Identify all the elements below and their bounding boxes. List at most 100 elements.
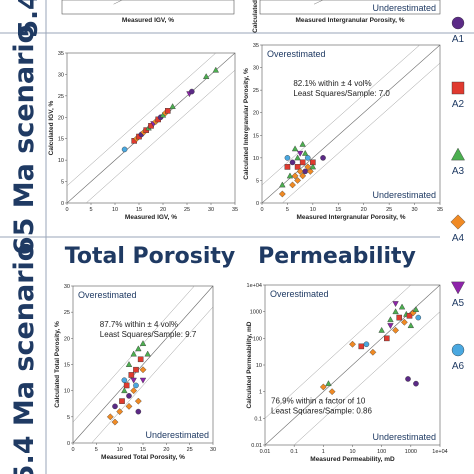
x-tick-label: 25 — [184, 207, 190, 213]
x-tick-label: 0.1 — [290, 449, 298, 455]
data-point — [133, 366, 139, 373]
header-permeability: Permeability — [258, 244, 416, 269]
x-tick-label: 35 — [437, 207, 443, 213]
y-tick-label: 1000 — [250, 310, 262, 316]
y-tick-label: 15 — [253, 133, 259, 139]
annotation-overestimated: Overestimated — [267, 49, 326, 59]
x-axis-label: Measured Permeability, mD — [310, 456, 395, 463]
y-tick-label: 15 — [58, 137, 64, 143]
legend: A1 A2 A3 A4 A5 A6 — [450, 16, 466, 372]
data-point — [144, 350, 151, 357]
x-tick-label: 5 — [89, 207, 92, 213]
x-tick-label: 0.01 — [260, 449, 271, 455]
reference-lines — [265, 285, 440, 445]
y-tick-label: 35 — [58, 51, 64, 57]
y-tick-label: 30 — [253, 66, 259, 72]
upper-bound-line — [67, 53, 216, 187]
annotation-overestimated: Overestimated — [270, 289, 329, 299]
data-point — [304, 163, 312, 171]
plots: Measured IGV, % Measured Intergranular Po… — [48, 0, 448, 463]
data-point — [392, 301, 399, 308]
legend-label: A6 — [452, 361, 465, 372]
data-point — [125, 361, 133, 367]
y-tick-label: 0.1 — [254, 416, 262, 422]
data-point — [406, 312, 413, 319]
legend-item-a6: A6 — [451, 343, 465, 372]
legend-item-a5: A5 — [451, 281, 465, 309]
x-tick-label: 0 — [71, 447, 74, 453]
chart-ip-65: 0 5 10 15 20 25 30 35 0 5 10 15 20 25 30 35 Measured Int… — [243, 43, 443, 221]
data-points — [278, 140, 326, 198]
data-point — [358, 343, 365, 350]
legend-label: A2 — [452, 99, 465, 110]
x-tick-label: 15 — [140, 447, 146, 453]
data-point — [306, 167, 314, 175]
x-tick-label: 30 — [412, 207, 418, 213]
x-axis-label: Measured IGV, % — [125, 214, 177, 221]
x-tick-label: 1 — [322, 449, 325, 455]
data-point — [296, 167, 304, 175]
scenario-label-65ma: 65 Ma scenario — [9, 25, 40, 255]
x-tick-label: 35 — [232, 207, 238, 213]
y-tick-label: 25 — [253, 88, 259, 94]
data-point — [289, 159, 296, 166]
y-tick-label: 25 — [58, 94, 64, 100]
y-tick-label: 20 — [253, 111, 259, 117]
annotation-stat-lsq: Least Squares/Sample: 0.86 — [271, 406, 373, 415]
diagonal-line — [113, 0, 123, 5]
data-point — [126, 393, 132, 399]
data-point — [349, 340, 356, 348]
one-to-one-line — [73, 286, 213, 443]
data-point — [286, 172, 294, 179]
y-tick-label: 20 — [64, 336, 70, 342]
upper-bound-line — [262, 45, 420, 186]
data-point — [396, 314, 403, 321]
x-axis-label: Measured Intergranular Porosity, % — [297, 214, 406, 221]
y-tick-label: 0 — [256, 201, 259, 207]
y-tick-label: 35 — [253, 43, 259, 49]
y-tick-label: 10 — [64, 389, 70, 395]
y-tick-label: 10 — [253, 156, 259, 162]
data-point — [130, 350, 137, 357]
legend-item-a3: A3 — [451, 147, 465, 177]
plot-frame — [61, 0, 235, 15]
data-point — [302, 149, 309, 156]
data-point — [128, 372, 135, 378]
data-point — [291, 145, 299, 152]
data-point — [398, 303, 406, 310]
data-point — [299, 172, 307, 180]
data-point — [392, 308, 399, 315]
data-point — [278, 190, 286, 198]
x-tick-label: 10 — [117, 447, 123, 453]
data-point — [279, 181, 286, 188]
legend-label: A4 — [452, 233, 465, 244]
scenario-label-top: 5.4 — [14, 0, 44, 38]
data-point — [125, 402, 133, 410]
y-tick-label: 0.01 — [251, 443, 262, 449]
legend-item-a4: A4 — [450, 214, 466, 244]
upper-bound-line — [265, 285, 412, 419]
lower-bound-line — [86, 69, 235, 203]
legend-marker — [451, 147, 465, 161]
x-axis-label: Measured IGV, % — [122, 17, 174, 24]
y-axis-label: Calculated Total Porosity, % — [54, 321, 61, 408]
data-point — [299, 159, 306, 166]
data-point — [121, 387, 128, 394]
data-point — [137, 356, 144, 363]
data-points — [106, 340, 151, 426]
legend-label: A5 — [452, 298, 465, 309]
data-point — [294, 177, 302, 184]
lower-bound-line — [293, 311, 440, 445]
data-point — [384, 335, 390, 342]
annotation-stat-fit: 76.9% within a factor of 10 — [271, 396, 366, 405]
y-tick-label: 10 — [58, 158, 64, 164]
y-tick-label: 5 — [256, 178, 259, 184]
data-point — [387, 323, 394, 330]
data-point — [407, 322, 415, 329]
data-point — [139, 340, 147, 346]
diagonal-line — [313, 0, 324, 5]
data-point — [413, 380, 419, 387]
x-tick-label: 10 — [310, 207, 316, 213]
annotation-stat-fit: 82.1% within ± 4 vol% — [293, 79, 371, 88]
annotation-underestimated: Underestimated — [145, 430, 209, 440]
